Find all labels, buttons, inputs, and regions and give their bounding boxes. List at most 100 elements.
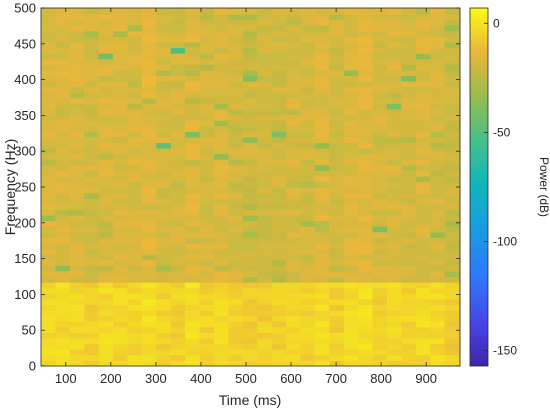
heatmap-cell — [329, 159, 345, 166]
heatmap-cell — [199, 326, 215, 333]
heatmap-cell — [401, 131, 417, 138]
heatmap-cell — [343, 332, 359, 339]
heatmap-cell — [444, 30, 460, 37]
heatmap-cell — [127, 42, 143, 49]
heatmap-cell — [329, 254, 345, 261]
heatmap-cell — [314, 276, 330, 283]
heatmap-cell — [358, 360, 373, 367]
heatmap-cell — [113, 36, 128, 43]
heatmap-cell — [228, 53, 244, 60]
heatmap-cell — [430, 70, 446, 76]
heatmap-cell — [113, 30, 128, 37]
heatmap-cell — [127, 142, 143, 149]
colorbar-label: Power (dB) — [537, 157, 550, 217]
heatmap-cell — [199, 125, 215, 132]
heatmap-cell — [444, 209, 460, 216]
heatmap-cell — [156, 354, 172, 361]
heatmap-cell — [242, 30, 258, 37]
heatmap-cell — [314, 53, 330, 60]
x-tick-label: 800 — [370, 371, 392, 386]
heatmap-cell — [300, 142, 316, 149]
heatmap-cell — [430, 159, 446, 166]
heatmap-cell — [415, 349, 431, 356]
heatmap-cell — [430, 103, 446, 110]
heatmap-cell — [271, 14, 287, 21]
heatmap-cell — [444, 142, 460, 149]
heatmap-cell — [55, 97, 71, 104]
heatmap-cell — [214, 215, 229, 222]
heatmap-cell — [170, 176, 186, 183]
heatmap-cell — [430, 343, 446, 350]
heatmap-cell — [84, 164, 100, 171]
heatmap-cell — [358, 204, 373, 211]
heatmap-cell — [228, 187, 244, 194]
heatmap-cell — [314, 237, 330, 244]
heatmap-cell — [430, 259, 446, 266]
heatmap-cell — [141, 114, 157, 121]
heatmap-cell — [343, 86, 359, 93]
heatmap-cell — [214, 176, 229, 183]
heatmap-cell — [84, 75, 100, 82]
heatmap-cell — [387, 86, 402, 93]
heatmap-cell — [55, 36, 71, 43]
heatmap-cell — [170, 159, 186, 166]
heatmap-cell — [98, 176, 114, 183]
heatmap-cell — [127, 36, 143, 43]
heatmap-cell — [185, 125, 200, 132]
heatmap-cell — [41, 25, 56, 32]
heatmap-cell — [343, 265, 359, 272]
heatmap-cell — [444, 109, 460, 116]
heatmap-cell — [41, 226, 56, 233]
heatmap-cell — [329, 271, 345, 278]
heatmap-cell — [41, 248, 56, 255]
heatmap-cell — [314, 109, 330, 116]
heatmap-cell — [84, 159, 100, 166]
heatmap-cell — [372, 215, 388, 222]
heatmap-cell — [41, 92, 56, 99]
heatmap-cell — [430, 293, 446, 300]
heatmap-cell — [228, 181, 244, 188]
heatmap-cell — [170, 338, 186, 345]
heatmap-cell — [141, 109, 157, 116]
heatmap-cell — [358, 215, 373, 222]
heatmap-cell — [113, 315, 128, 322]
heatmap-cell — [98, 354, 114, 361]
heatmap-cell — [41, 215, 56, 222]
heatmap-cell — [444, 265, 460, 272]
heatmap-cell — [415, 19, 431, 26]
heatmap-cell — [242, 360, 258, 367]
heatmap-cell — [329, 215, 345, 222]
heatmap-cell — [214, 19, 229, 26]
heatmap-cell — [286, 187, 301, 194]
heatmap-cell — [401, 276, 417, 283]
heatmap-cell — [343, 192, 359, 199]
heatmap-cell — [113, 326, 128, 333]
heatmap-cell — [69, 220, 85, 227]
heatmap-cell — [358, 97, 373, 104]
heatmap-cell — [257, 338, 273, 345]
heatmap-cell — [401, 120, 417, 127]
heatmap-cell — [185, 58, 200, 65]
heatmap-cell — [141, 231, 157, 238]
heatmap-cell — [387, 315, 402, 322]
heatmap-cell — [286, 338, 301, 345]
heatmap-cell — [257, 176, 273, 183]
y-tick-label: 50 — [22, 323, 36, 338]
heatmap-cell — [156, 86, 172, 93]
heatmap-cell — [141, 271, 157, 278]
heatmap-cell — [69, 209, 85, 216]
heatmap-cell — [84, 153, 100, 160]
heatmap-cell — [55, 338, 71, 345]
heatmap-cell — [55, 321, 71, 328]
heatmap-cell — [358, 298, 373, 305]
heatmap-cell — [271, 343, 287, 350]
heatmap-cell — [372, 58, 388, 65]
heatmap-cell — [415, 192, 431, 199]
heatmap-cell — [55, 75, 71, 82]
heatmap-cell — [387, 326, 402, 333]
heatmap-cell — [314, 159, 330, 166]
heatmap-cell — [415, 137, 431, 144]
heatmap-cell — [343, 248, 359, 255]
heatmap-cell — [444, 248, 460, 255]
heatmap-cell — [69, 19, 85, 26]
